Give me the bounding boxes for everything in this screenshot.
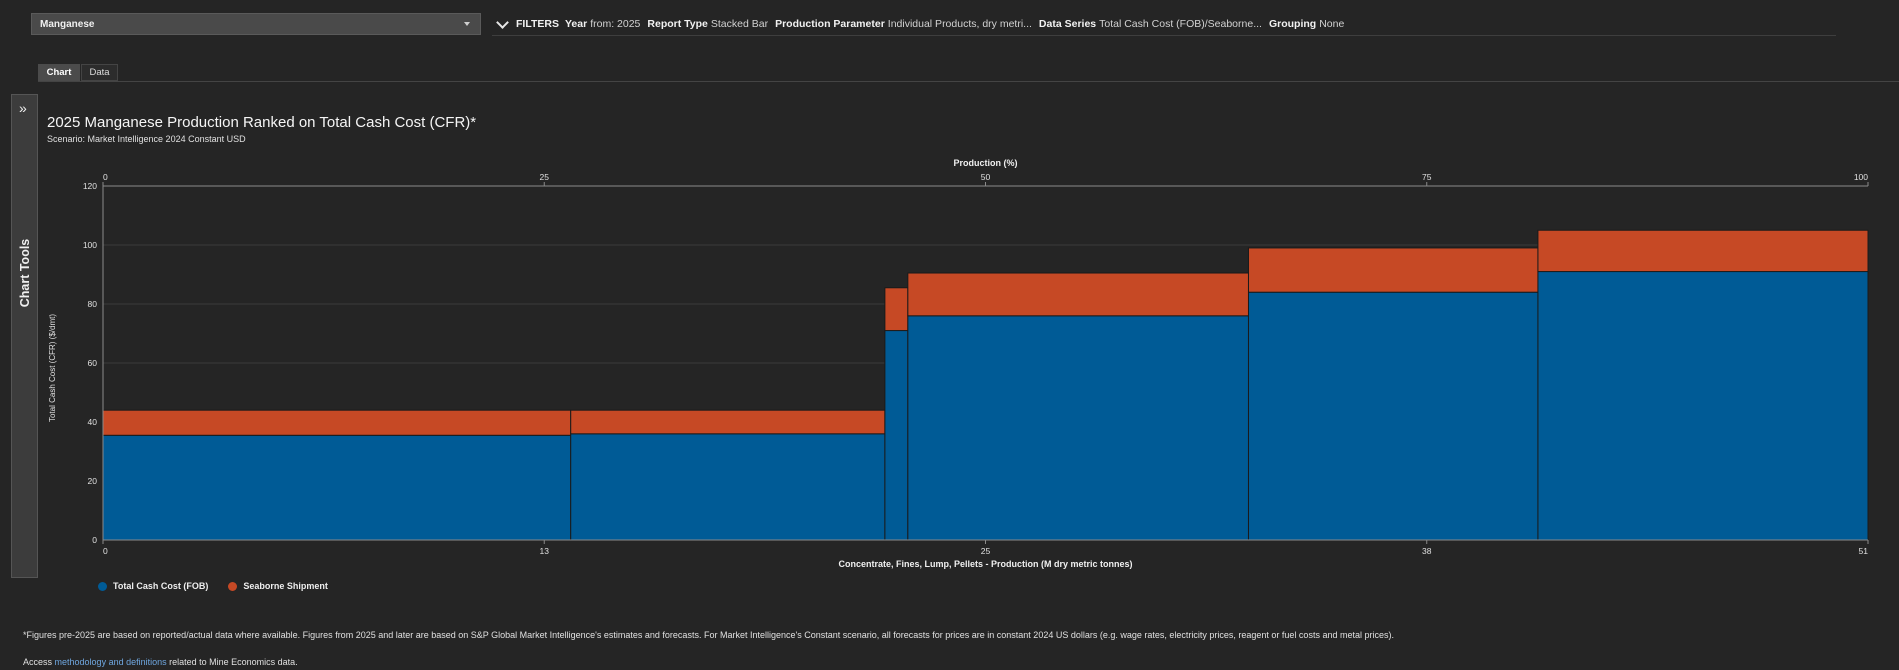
tab-chart[interactable]: Chart	[38, 64, 80, 81]
access-prefix: Access	[23, 657, 53, 667]
commodity-select-value: Manganese	[40, 18, 95, 30]
filters-bar[interactable]: FILTERS Year from: 2025 Report Type Stac…	[492, 13, 1836, 36]
x2-tick-label: 100	[1854, 172, 1868, 182]
x2-tick-label: 25	[540, 172, 550, 182]
bar-seaborne	[1247, 247, 1539, 293]
bar-seaborne	[907, 272, 1249, 317]
chart-tools-panel[interactable]: » Chart Tools	[11, 94, 38, 578]
legend-label-fob: Total Cash Cost (FOB)	[113, 581, 209, 591]
x2-tick-label: 0	[103, 172, 108, 182]
bar-fob	[907, 315, 1249, 541]
x-axis-title: Concentrate, Fines, Lump, Pellets - Prod…	[838, 559, 1132, 569]
x2-tick-label: 75	[1422, 172, 1432, 182]
x-tick-label: 25	[981, 546, 991, 556]
bar-fob	[884, 330, 909, 541]
chart-subtitle: Scenario: Market Intelligence 2024 Const…	[47, 134, 246, 144]
bar-fob	[1247, 291, 1539, 541]
y-axis-title: Total Cash Cost (CFR) ($/dmt)	[48, 314, 57, 422]
filter-report-type-key: Report Type	[647, 18, 708, 30]
expand-icon[interactable]: »	[19, 100, 27, 116]
x-tick-label: 0	[103, 546, 108, 556]
footnote: *Figures pre-2025 are based on reported/…	[23, 630, 1394, 640]
bar-seaborne	[102, 409, 572, 436]
legend-swatch-seaborne	[228, 581, 238, 591]
y-tick-label: 120	[83, 181, 97, 191]
chart-canvas: 0 20 40 60 80 100 120 0 13 25 38 51 0 25 50 75 100 Concen…	[48, 158, 1869, 569]
legend-label-seaborne: Seaborne Shipment	[243, 581, 328, 591]
y-tick-label: 20	[88, 476, 98, 486]
filter-grouping-value: None	[1319, 18, 1345, 30]
tab-data[interactable]: Data	[81, 64, 118, 81]
y-tick-label: 40	[88, 417, 98, 427]
x2-tick-label: 50	[981, 172, 991, 182]
y-tick-label: 0	[92, 535, 97, 545]
view-tabs: Chart Data	[38, 64, 1899, 82]
x2-axis-title: Production (%)	[954, 158, 1018, 168]
filter-report-type-value: Stacked Bar	[710, 18, 769, 30]
filters-label: FILTERS	[516, 18, 559, 30]
bar-fob	[102, 434, 572, 541]
x-tick-label: 13	[540, 546, 550, 556]
bar-fob	[1537, 271, 1869, 541]
y-tick-label: 80	[88, 299, 98, 309]
filter-production-parameter-key: Production Parameter	[775, 18, 885, 30]
methodology-link[interactable]: methodology and definitions	[54, 657, 167, 667]
bar-fob	[570, 433, 886, 541]
x-tick-label: 38	[1422, 546, 1432, 556]
x-tick-label: 51	[1859, 546, 1869, 556]
filter-year-key: Year	[564, 18, 588, 30]
bar-seaborne	[884, 287, 909, 332]
filter-data-series-key: Data Series	[1038, 18, 1097, 30]
filter-production-parameter-value: Individual Products, dry metri...	[887, 18, 1032, 30]
legend-item-fob[interactable]: Total Cash Cost (FOB)	[98, 581, 208, 591]
chart-legend: Total Cash Cost (FOB) Seaborne Shipment	[98, 581, 348, 591]
y-tick-label: 60	[88, 358, 98, 368]
bar-seaborne	[1537, 229, 1869, 273]
filter-grouping-key: Grouping	[1268, 18, 1317, 30]
access-line: Access methodology and definitions relat…	[23, 657, 298, 667]
bar-seaborne	[570, 409, 886, 435]
filter-year-value: from: 2025	[590, 18, 641, 30]
legend-item-seaborne[interactable]: Seaborne Shipment	[228, 581, 328, 591]
chevron-down-icon	[464, 22, 470, 26]
filter-data-series-value: Total Cash Cost (FOB)/Seaborne...	[1099, 18, 1262, 30]
chart-title: 2025 Manganese Production Ranked on Tota…	[47, 114, 477, 131]
commodity-select[interactable]: Manganese	[31, 13, 481, 35]
y-tick-label: 100	[83, 240, 97, 250]
legend-swatch-fob	[98, 581, 107, 591]
access-suffix: related to Mine Economics data.	[169, 657, 298, 667]
